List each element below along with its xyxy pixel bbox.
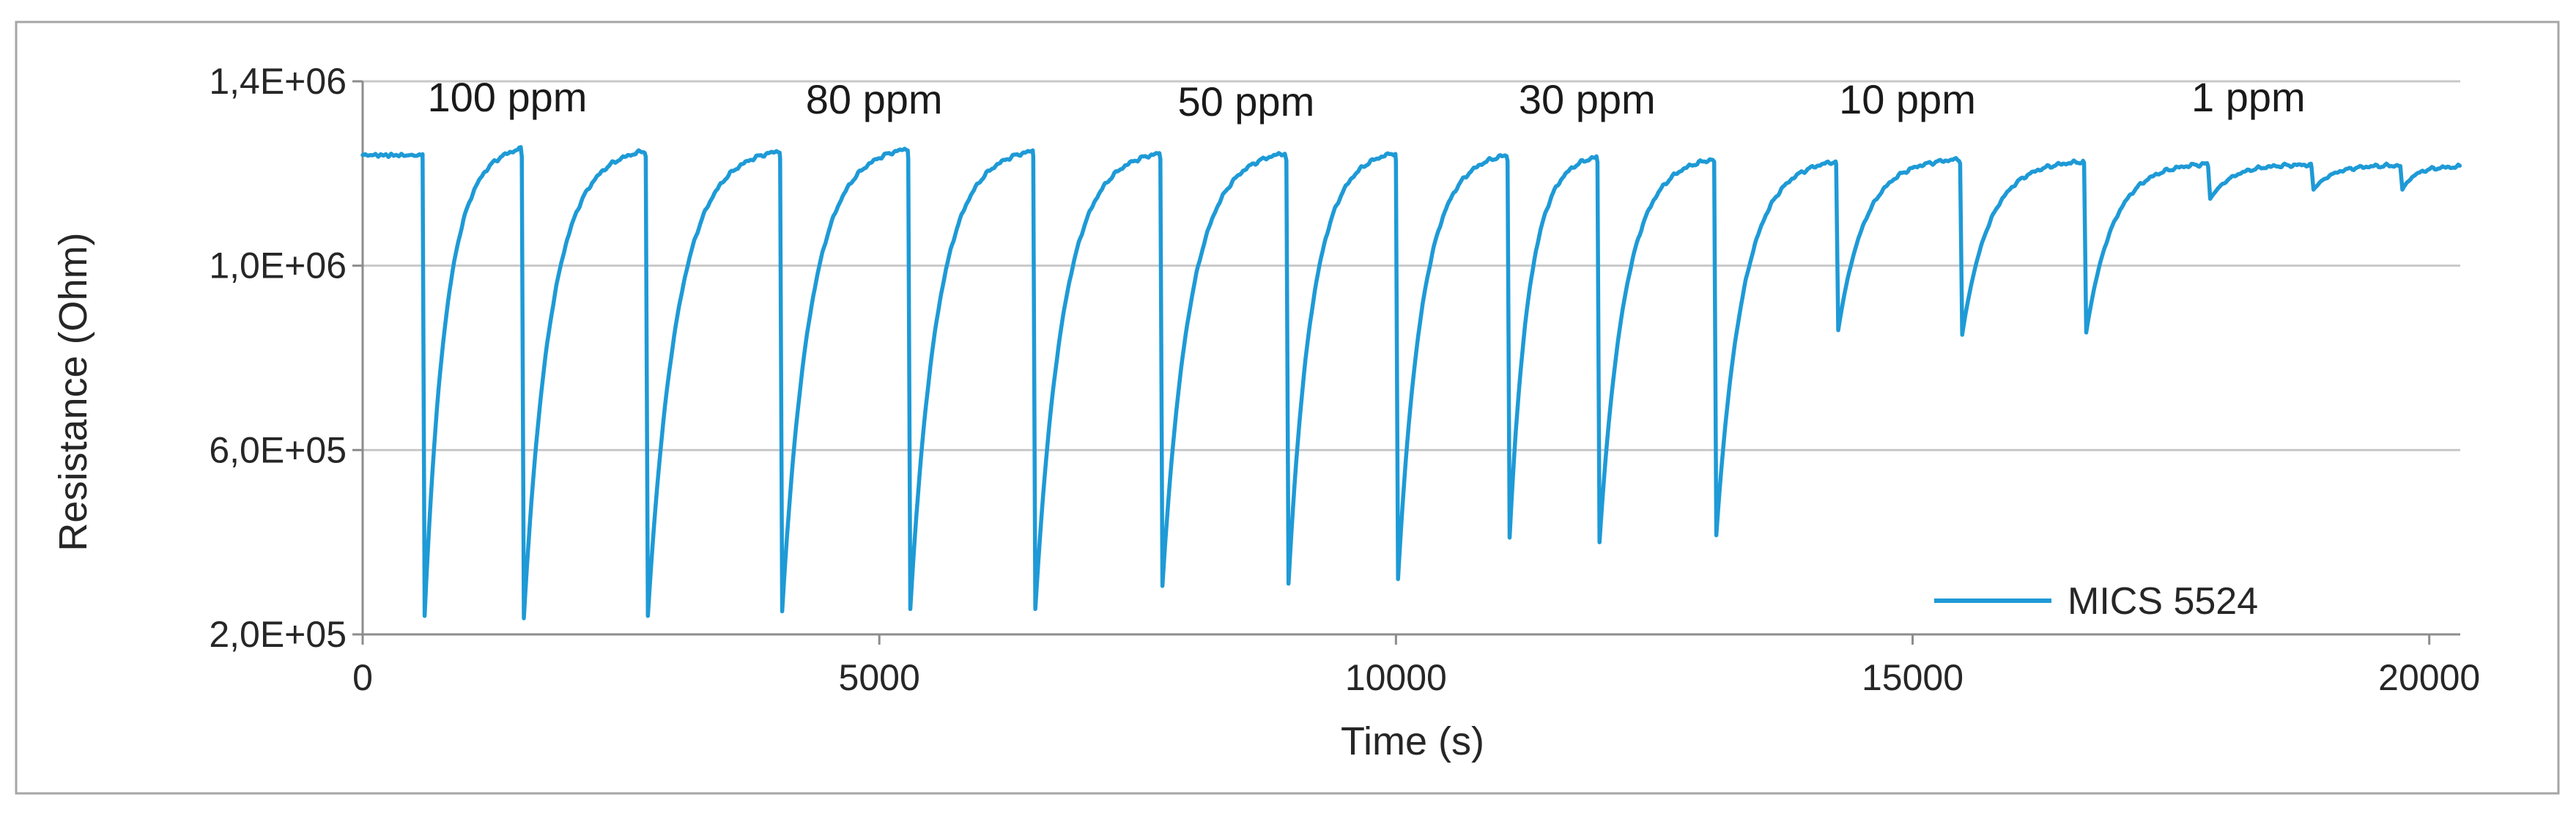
legend: MICS 5524	[1934, 580, 2258, 623]
series-line-mics-5524	[360, 145, 2462, 620]
annotation-100-ppm: 100 ppm	[427, 74, 587, 120]
y-tick-labels: 2,0E+05 6,0E+05 1,0E+06 1,4E+06	[209, 61, 347, 655]
gridlines	[363, 80, 2460, 451]
x-tick-label-0: 0	[352, 657, 373, 698]
legend-label-mics-5524: MICS 5524	[2068, 580, 2258, 623]
x-tick-label-3: 15000	[1862, 657, 1964, 698]
x-tick-label-1: 5000	[839, 657, 920, 698]
annotation-50-ppm: 50 ppm	[1177, 78, 1314, 125]
y-tick-label-2: 1,0E+06	[209, 245, 347, 286]
x-tick-labels: 0 5000 10000 15000 20000	[352, 657, 2480, 698]
annotation-10-ppm: 10 ppm	[1839, 76, 1976, 122]
annotation-80-ppm: 80 ppm	[806, 76, 943, 122]
annotation-30-ppm: 30 ppm	[1519, 76, 1656, 122]
axes	[352, 80, 2460, 645]
x-tick-label-2: 10000	[1345, 657, 1447, 698]
annotation-1-ppm: 1 ppm	[2191, 74, 2306, 120]
y-tick-label-3: 1,4E+06	[209, 61, 347, 102]
x-axis-title: Time (s)	[1341, 719, 1484, 763]
y-tick-label-0: 2,0E+05	[209, 614, 347, 655]
x-tick-label-4: 20000	[2378, 657, 2480, 698]
y-axis-title: Resistance (Ohm)	[51, 232, 95, 551]
y-tick-label-1: 6,0E+05	[209, 429, 347, 470]
concentration-annotations: 100 ppm 80 ppm 50 ppm 30 ppm 10 ppm 1 ppm	[427, 74, 2305, 125]
